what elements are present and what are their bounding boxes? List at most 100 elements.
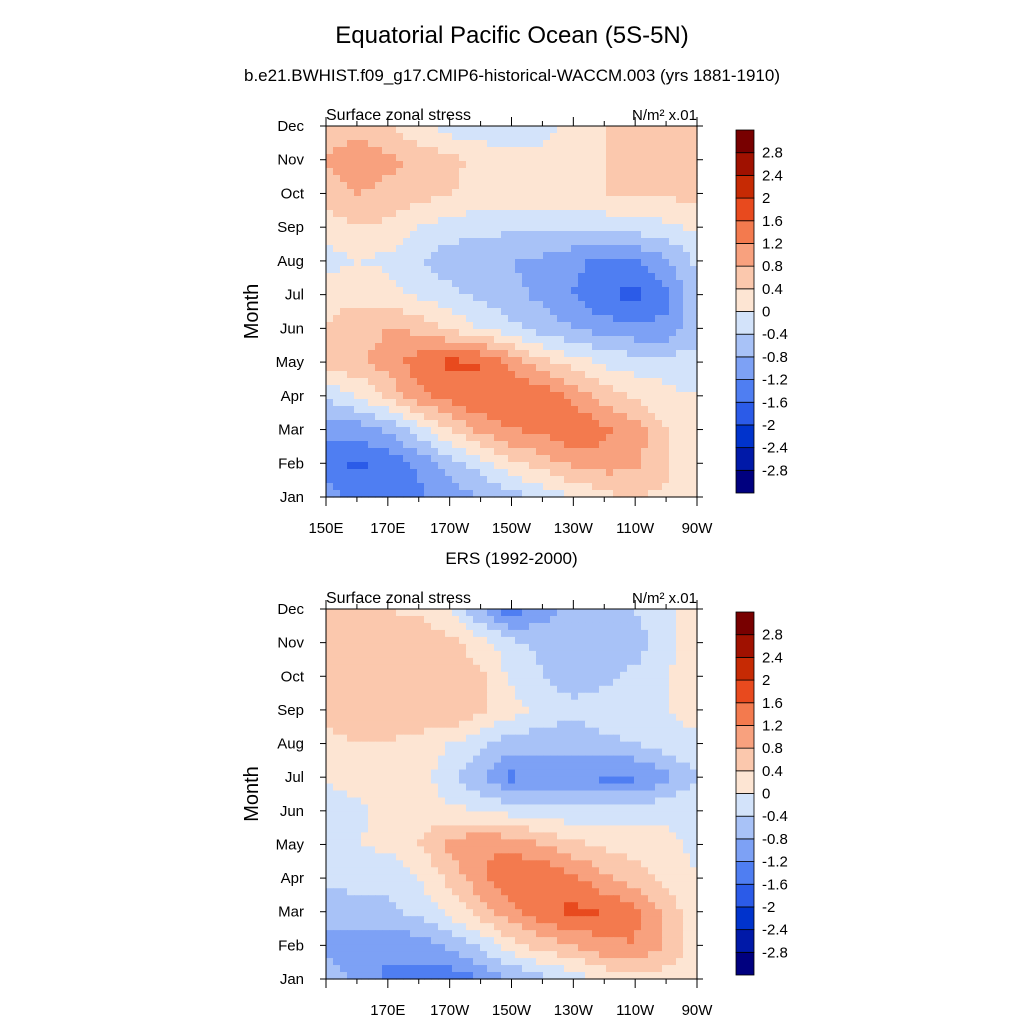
heatmap-cell — [487, 301, 495, 309]
heatmap-cell — [683, 175, 691, 183]
heatmap-cell — [592, 769, 600, 778]
heatmap-cell — [620, 685, 628, 694]
heatmap-cell — [655, 629, 663, 638]
heatmap-cell — [669, 315, 677, 323]
heatmap-cell — [494, 713, 502, 722]
heatmap-cell — [382, 301, 390, 309]
heatmap-cell — [655, 790, 663, 799]
heatmap-cell — [326, 867, 334, 875]
heatmap-cell — [634, 203, 642, 211]
heatmap-cell — [487, 622, 495, 631]
heatmap-cell — [571, 210, 579, 218]
heatmap-cell — [599, 322, 607, 330]
heatmap-cell — [326, 748, 334, 757]
heatmap-cell — [375, 741, 383, 750]
heatmap-cell — [403, 154, 411, 162]
heatmap-cell — [564, 231, 572, 239]
heatmap-cell — [592, 441, 600, 449]
heatmap-cell — [473, 713, 481, 722]
heatmap-cell — [333, 706, 341, 715]
heatmap-cell — [361, 692, 369, 701]
heatmap-cell — [375, 469, 383, 477]
heatmap-cell — [627, 804, 635, 813]
heatmap-cell — [550, 776, 558, 785]
heatmap-cell — [536, 224, 544, 232]
heatmap-cell — [592, 469, 600, 477]
heatmap-cell — [557, 434, 565, 442]
heatmap-cell — [578, 238, 586, 246]
heatmap-cell — [326, 357, 334, 365]
heatmap-cell — [592, 490, 600, 498]
heatmap-cell — [424, 804, 432, 813]
heatmap-cell — [382, 769, 390, 778]
heatmap-cell — [543, 392, 551, 400]
heatmap-cell — [466, 322, 474, 330]
heatmap-cell — [466, 741, 474, 750]
heatmap-cell — [424, 392, 432, 400]
heatmap-cell — [459, 350, 467, 358]
heatmap-cell — [599, 853, 607, 861]
heatmap-cell — [662, 420, 670, 428]
heatmap-cell — [326, 413, 334, 421]
heatmap-cell — [536, 818, 544, 827]
y-tick-label: Jan — [280, 489, 304, 506]
heatmap-cell — [431, 476, 439, 484]
heatmap-cell — [487, 266, 495, 274]
heatmap-cell — [613, 385, 621, 393]
heatmap-cell — [641, 867, 649, 875]
heatmap-cell — [585, 140, 593, 148]
heatmap-cell — [592, 161, 600, 169]
heatmap-cell — [382, 490, 390, 498]
heatmap-cell — [396, 776, 404, 785]
heatmap-cell — [550, 727, 558, 736]
heatmap-cell — [683, 867, 691, 875]
heatmap-cell — [333, 273, 341, 281]
heatmap-cell — [655, 727, 663, 736]
heatmap-cell — [536, 406, 544, 414]
heatmap-cell — [627, 811, 635, 820]
heatmap-cell — [445, 154, 453, 162]
heatmap-cell — [690, 846, 698, 854]
heatmap-cell — [627, 133, 635, 141]
heatmap-cell — [627, 706, 635, 715]
heatmap-cell — [459, 720, 467, 729]
heatmap-cell — [536, 126, 544, 134]
heatmap-cell — [459, 755, 467, 764]
heatmap-cell — [543, 853, 551, 861]
heatmap-cell — [396, 636, 404, 645]
heatmap-cell — [424, 839, 432, 847]
heatmap-cell — [396, 210, 404, 218]
heatmap-cell — [592, 448, 600, 456]
heatmap-cell — [466, 378, 474, 386]
heatmap-cell — [389, 203, 397, 211]
heatmap-cell — [410, 853, 418, 861]
heatmap-cell — [508, 622, 516, 631]
heatmap-cell — [557, 196, 565, 204]
heatmap-cell — [424, 273, 432, 281]
heatmap-cell — [550, 657, 558, 666]
heatmap-cell — [452, 853, 460, 861]
heatmap-cell — [592, 406, 600, 414]
heatmap-cell — [613, 322, 621, 330]
colorbar-label: -0.4 — [762, 326, 788, 343]
heatmap-cell — [669, 322, 677, 330]
heatmap-cell — [354, 797, 362, 806]
heatmap-cell — [347, 734, 355, 743]
heatmap-cell — [564, 161, 572, 169]
heatmap-cell — [683, 399, 691, 407]
heatmap-cell — [487, 476, 495, 484]
heatmap-cell — [557, 734, 565, 743]
heatmap-cell — [494, 217, 502, 225]
heatmap-cell — [662, 392, 670, 400]
heatmap-cell — [333, 734, 341, 743]
heatmap-cell — [571, 336, 579, 344]
heatmap-cell — [522, 622, 530, 631]
heatmap-cell — [326, 741, 334, 750]
heatmap-cell — [438, 168, 446, 176]
heatmap-cell — [683, 615, 691, 624]
heatmap-cell — [473, 755, 481, 764]
heatmap-cell — [361, 231, 369, 239]
heatmap-cell — [592, 217, 600, 225]
heatmap-cell — [424, 133, 432, 141]
heatmap-cell — [389, 294, 397, 302]
